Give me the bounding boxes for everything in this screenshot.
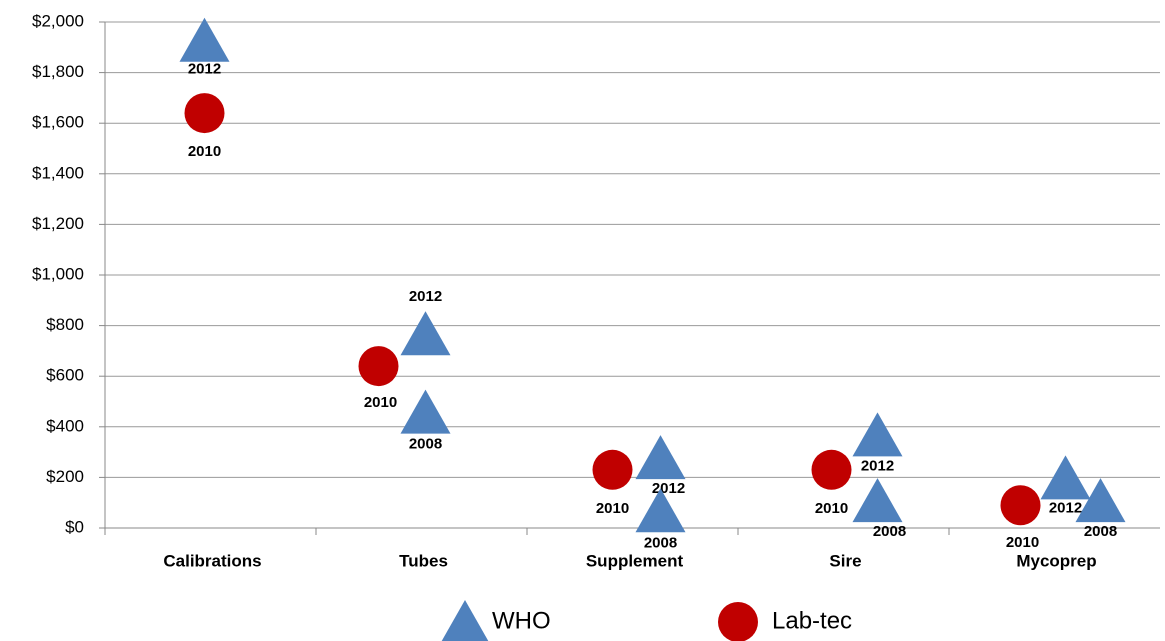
triangle-marker [400, 311, 451, 356]
triangle-marker [179, 17, 230, 62]
y-tick-label: $1,400 [32, 163, 84, 182]
data-label: 2010 [596, 500, 629, 517]
legend-marker [441, 600, 489, 641]
circle-marker [184, 93, 225, 134]
data-label: 2008 [644, 534, 677, 551]
y-tick-label: $1,000 [32, 264, 84, 283]
triangle-marker [852, 478, 903, 523]
y-tick-label: $800 [46, 315, 84, 334]
data-label: 2012 [861, 457, 894, 474]
circle-marker [592, 449, 633, 490]
data-label: 2010 [815, 500, 848, 517]
y-tick-label: $1,600 [32, 113, 84, 132]
data-label: 2012 [409, 288, 442, 305]
circle-marker [358, 346, 399, 387]
triangle-marker [635, 435, 686, 480]
data-label: 2010 [1006, 534, 1039, 551]
data-label: 2010 [188, 143, 221, 160]
data-label: 2010 [364, 394, 397, 411]
legend-marker [718, 602, 758, 641]
triangle-marker [635, 488, 686, 533]
data-label: 2008 [409, 436, 442, 453]
circle-marker [1000, 485, 1041, 526]
x-tick-label: Sire [829, 551, 861, 570]
legend-label: WHO [492, 607, 551, 634]
data-label: 2008 [873, 523, 906, 540]
y-tick-label: $2,000 [32, 11, 84, 30]
triangle-marker [1040, 455, 1091, 500]
y-tick-label: $1,800 [32, 62, 84, 81]
triangle-marker [400, 389, 451, 434]
triangle-marker [852, 412, 903, 457]
data-label: 2008 [1084, 523, 1117, 540]
y-tick-label: $200 [46, 467, 84, 486]
x-tick-label: Calibrations [163, 551, 261, 570]
x-tick-label: Tubes [399, 551, 448, 570]
triangle-marker [1075, 478, 1126, 523]
y-tick-label: $400 [46, 416, 84, 435]
y-tick-label: $0 [65, 517, 84, 536]
x-tick-label: Supplement [586, 551, 684, 570]
data-label: 2012 [1049, 499, 1082, 516]
y-tick-label: $1,200 [32, 214, 84, 233]
data-label: 2012 [188, 61, 221, 78]
data-label: 2012 [652, 480, 685, 497]
circle-marker [811, 449, 852, 490]
legend-label: Lab-tec [772, 607, 852, 634]
x-tick-label: Mycoprep [1016, 551, 1096, 570]
y-tick-label: $600 [46, 366, 84, 385]
